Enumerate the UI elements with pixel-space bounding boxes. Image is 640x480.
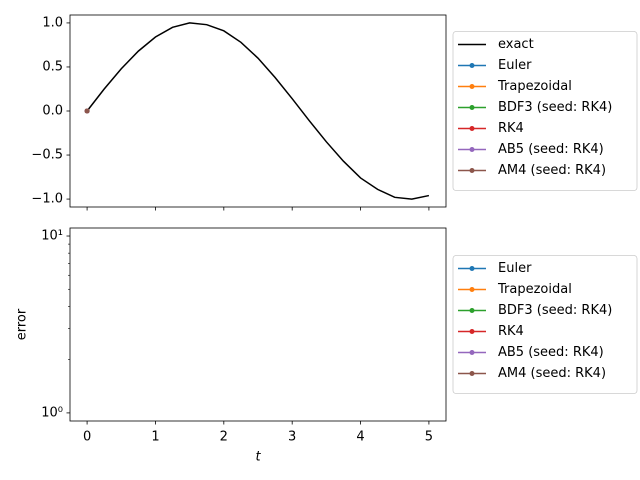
- x-tick-label: 1: [151, 430, 159, 445]
- legend-box: [452, 255, 638, 394]
- legend-marker: [469, 371, 475, 376]
- legend-marker: [469, 84, 475, 89]
- legend-label: Trapezoidal: [497, 79, 572, 94]
- legend-marker: [469, 266, 475, 271]
- legend-label: Euler: [498, 261, 532, 276]
- legend-marker: [469, 287, 475, 292]
- legend-label: AB5 (seed: RK4): [498, 142, 604, 157]
- legend-label: AM4 (seed: RK4): [498, 366, 606, 381]
- legend-label: RK4: [498, 121, 524, 136]
- y-tick-label: 1.0: [42, 15, 63, 30]
- legend-label: AM4 (seed: RK4): [498, 163, 606, 178]
- legend-marker: [469, 329, 475, 334]
- legend-marker: [469, 63, 475, 68]
- legend-box: [452, 31, 638, 191]
- marker: [84, 108, 90, 114]
- legend-label: exact: [498, 37, 534, 52]
- axes-frame: [69, 14, 447, 208]
- legend: Euler Trapezoidal BDF3 (seed: RK4) RK4 AB5 (…: [452, 255, 638, 394]
- legend: exact Euler Trapezoidal BDF3 (seed: RK4) RK4…: [452, 31, 638, 191]
- y-tick-label: 0.5: [42, 59, 63, 74]
- legend-marker: [469, 147, 475, 152]
- legend-marker: [469, 126, 475, 131]
- legend-label: BDF3 (seed: RK4): [498, 100, 612, 115]
- y-tick-label: −1.0: [31, 192, 63, 207]
- legend-marker: [469, 350, 475, 355]
- axes: 0 1 2 3 4 5 10⁰ 10¹ t error Euler Trapezoidal BDF3 (…: [15, 227, 638, 465]
- y-tick-label: 10¹: [41, 229, 63, 244]
- legend-label: BDF3 (seed: RK4): [498, 303, 612, 318]
- y-tick-label: −0.5: [31, 148, 63, 163]
- axes: −1.0 −0.5 0.0 0.5 1.0 exact Euler Trapezoidal BD…: [31, 14, 638, 211]
- legend-marker: [469, 105, 475, 110]
- legend-label: Euler: [498, 58, 532, 73]
- y-tick-label: 0.0: [42, 104, 63, 119]
- legend-marker: [469, 168, 475, 173]
- legend-label: Trapezoidal: [497, 282, 572, 297]
- legend-label: AB5 (seed: RK4): [498, 345, 604, 360]
- x-tick-label: 5: [425, 430, 433, 445]
- x-axis-label: t: [255, 450, 261, 465]
- x-tick-label: 0: [83, 430, 91, 445]
- plot-area: [84, 22, 430, 200]
- axes-frame: [69, 227, 447, 422]
- legend-marker: [469, 308, 475, 313]
- x-tick-label: 2: [220, 430, 228, 445]
- series-line: [86, 22, 430, 200]
- x-tick-label: 4: [356, 430, 364, 445]
- y-tick-label: 10⁰: [41, 405, 63, 420]
- x-tick-label: 3: [288, 430, 296, 445]
- y-axis-label: error: [15, 308, 30, 340]
- legend-label: RK4: [498, 324, 524, 339]
